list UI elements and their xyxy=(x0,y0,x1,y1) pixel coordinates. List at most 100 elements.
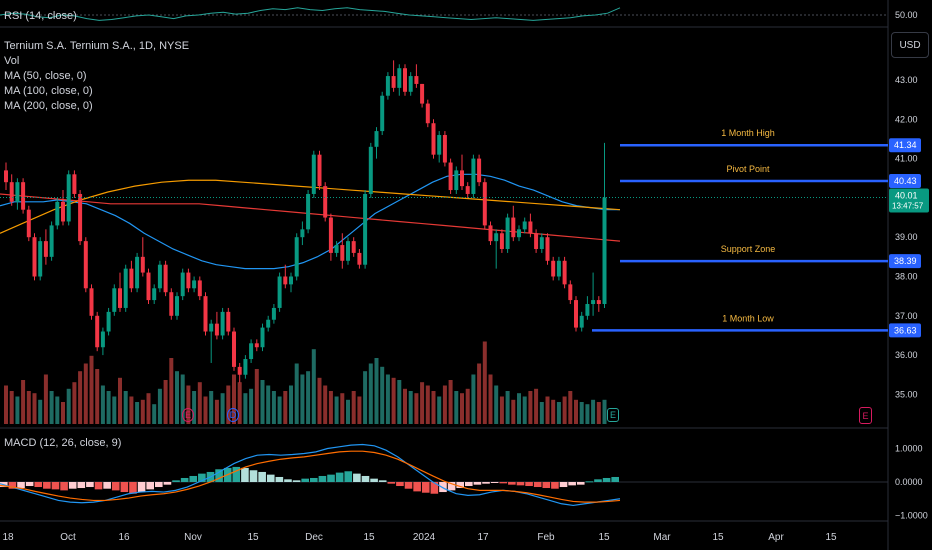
candle-body xyxy=(499,233,504,249)
main-legend[interactable]: Ternium S.A. Ternium S.A., 1D, NYSE Vol … xyxy=(4,39,189,114)
volume-bar xyxy=(465,388,470,424)
candle-body xyxy=(591,300,596,305)
volume-bars xyxy=(4,341,607,424)
candle-body xyxy=(505,217,510,249)
macd-histogram-bar xyxy=(17,482,25,489)
level-price-tag xyxy=(889,254,921,269)
volume-bar xyxy=(539,402,544,424)
macd-histogram-bar xyxy=(60,482,68,491)
candle-body xyxy=(271,307,276,320)
candle-body xyxy=(66,174,71,222)
level-label: 1 Month Low xyxy=(722,313,774,323)
earnings-marker-2[interactable]: E xyxy=(607,408,619,422)
volume-bar xyxy=(374,358,379,424)
time-tick-label: 15 xyxy=(598,532,610,543)
volume-bar xyxy=(551,399,556,424)
macd-histogram-bar xyxy=(94,482,103,490)
volume-bar xyxy=(596,402,601,424)
candle-body xyxy=(460,170,464,187)
macd-histogram-bar xyxy=(482,482,490,484)
volume-bar xyxy=(146,393,151,424)
volume-bar xyxy=(380,366,385,424)
macd-histogram-bar xyxy=(77,482,86,489)
price-tick-label: 43.00 xyxy=(895,75,918,85)
candle-body xyxy=(528,221,533,234)
candle-body xyxy=(72,174,77,194)
candle-body xyxy=(192,280,197,289)
price-tick-label: 41.00 xyxy=(895,154,918,164)
price-tick-label: 39.00 xyxy=(895,232,918,242)
candle-body xyxy=(328,217,333,253)
macd-histogram-bar xyxy=(232,466,241,482)
volume-bar xyxy=(397,380,402,424)
candle-body xyxy=(106,311,111,332)
volume-bar xyxy=(414,393,419,424)
candle-body xyxy=(368,146,373,194)
level-price-value: 41.34 xyxy=(894,140,917,150)
candle-body xyxy=(556,260,561,277)
volume-bar xyxy=(494,385,499,424)
time-tick-label: 15 xyxy=(712,532,724,543)
candle-body xyxy=(100,331,105,348)
candle-body xyxy=(112,288,117,312)
volume-bar xyxy=(243,393,248,424)
macd-histogram-bar xyxy=(551,482,559,489)
volume-bar xyxy=(61,402,65,424)
candle-body xyxy=(43,241,48,257)
candle-body xyxy=(408,76,413,92)
rsi-pane xyxy=(0,7,888,21)
candle-body xyxy=(300,229,305,238)
macd-histogram-bar xyxy=(275,476,284,482)
candle-body xyxy=(465,186,470,194)
volume-bar xyxy=(289,385,293,424)
macd-histogram-bar xyxy=(439,482,447,493)
candle-body xyxy=(220,311,225,336)
volume-bar xyxy=(346,399,350,424)
volume-bar xyxy=(511,399,516,424)
volume-bar xyxy=(602,399,607,424)
candle-body xyxy=(21,182,26,210)
volume-bar xyxy=(471,374,476,424)
macd-histogram-bar xyxy=(163,482,172,485)
macd-histogram-bar xyxy=(335,472,344,482)
price-tick-label: 35.00 xyxy=(895,389,918,399)
candle-body xyxy=(180,272,185,297)
macd-histogram-bar xyxy=(292,480,301,482)
macd-histogram-bar xyxy=(473,482,482,485)
macd-histogram-bar xyxy=(576,482,585,485)
dividend-marker[interactable]: D xyxy=(227,408,239,422)
ma50-legend: MA (50, close, 0) xyxy=(4,70,87,82)
volume-bar xyxy=(214,399,219,424)
candle-body xyxy=(602,197,607,305)
macd-histogram-bar xyxy=(559,482,568,488)
candle-body xyxy=(311,154,316,194)
candle-body xyxy=(129,268,134,289)
volume-bar xyxy=(420,382,425,424)
volume-bar xyxy=(72,382,77,424)
volume-bar xyxy=(334,396,339,424)
time-tick-label: 15 xyxy=(363,532,375,543)
earnings-marker-future[interactable]: E xyxy=(859,407,872,424)
volume-bar xyxy=(579,402,584,424)
volume-bar xyxy=(129,396,134,424)
macd-legend[interactable]: MACD (12, 26, close, 9) xyxy=(4,436,121,451)
macd-histogram-bar xyxy=(68,482,77,489)
currency-button[interactable]: USD xyxy=(891,32,929,58)
volume-bar xyxy=(106,391,111,424)
rsi-legend[interactable]: RSI (14, close) xyxy=(4,9,77,24)
macd-histogram-bar xyxy=(146,482,154,490)
candle-body xyxy=(380,95,385,132)
volume-bar xyxy=(311,349,316,424)
price-candles xyxy=(4,60,607,383)
volume-bar xyxy=(505,391,510,424)
candle-body xyxy=(448,162,453,191)
volume-bar xyxy=(4,385,8,424)
candle-body xyxy=(209,323,214,332)
earnings-marker-1[interactable]: E xyxy=(182,408,194,422)
volume-bar xyxy=(43,374,48,424)
volume-bar xyxy=(118,377,122,424)
volume-bar xyxy=(385,374,390,424)
candle-body xyxy=(317,154,322,187)
macd-histogram-bar xyxy=(396,482,404,487)
